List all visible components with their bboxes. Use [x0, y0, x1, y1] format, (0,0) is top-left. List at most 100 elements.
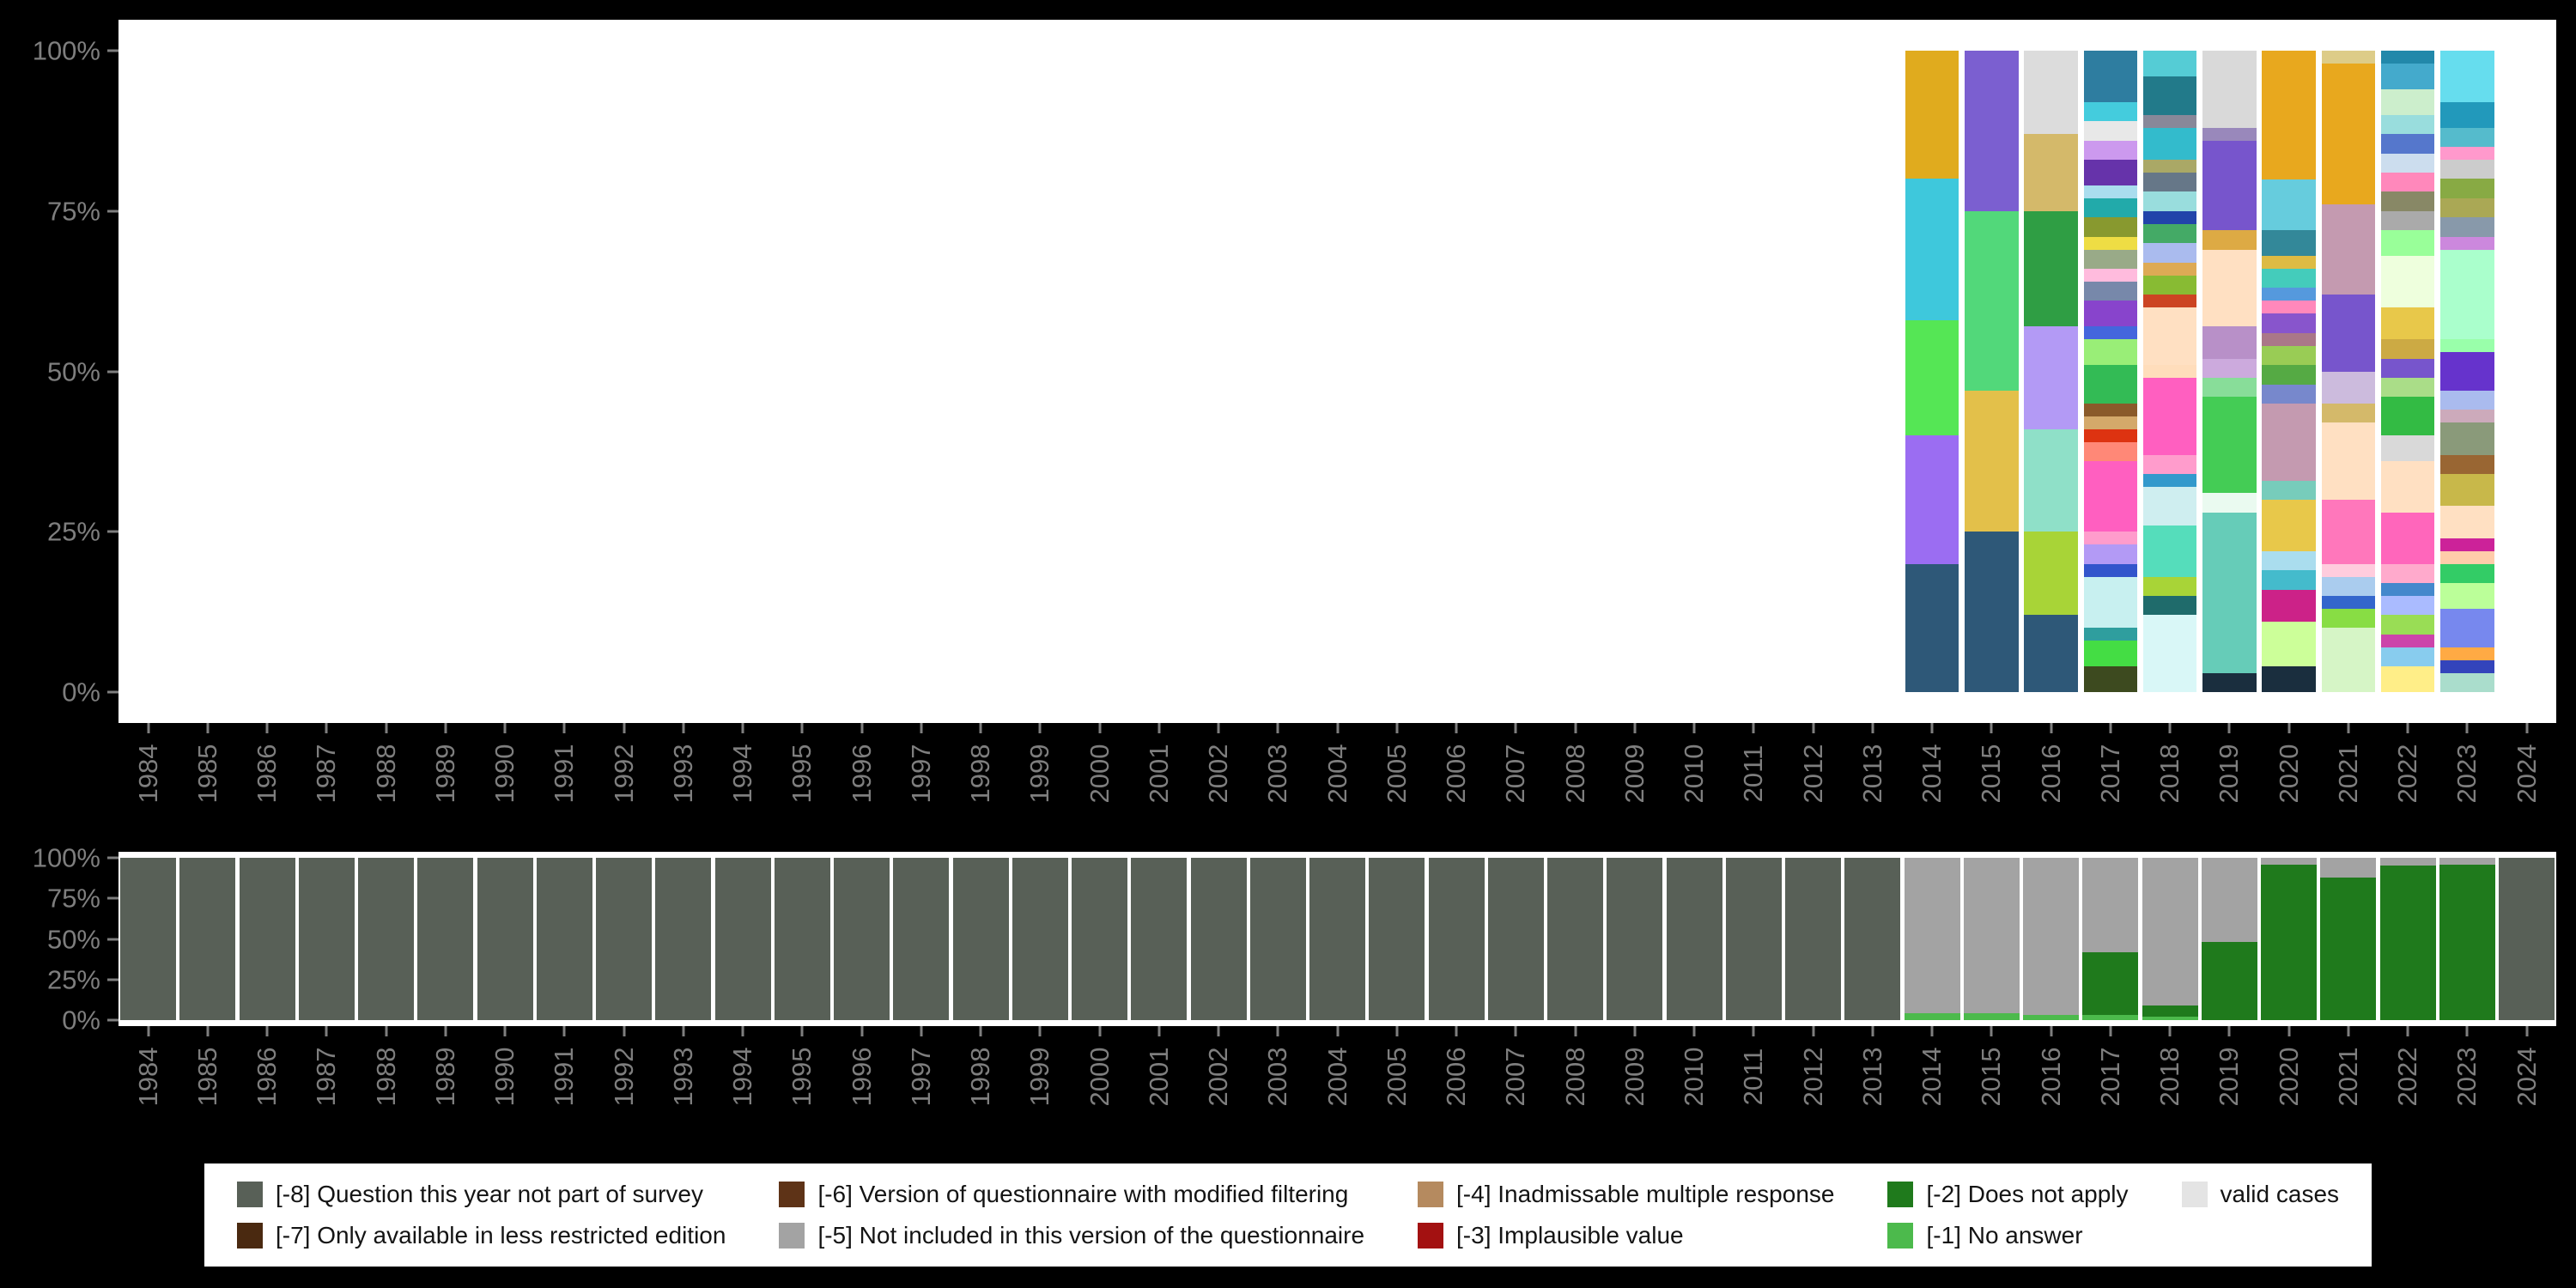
stacked-bar-2014	[1904, 858, 1960, 1020]
x-tick-label: 2011	[1738, 744, 1769, 803]
y-tick-mark	[107, 690, 118, 694]
x-tick-label: 2016	[2035, 744, 2066, 804]
stacked-bar-2008	[1547, 858, 1604, 1020]
bar-segment	[2202, 326, 2257, 359]
y-tick-mark	[107, 1018, 118, 1022]
x-tick-2018: 2018	[2141, 723, 2200, 852]
x-tick-mark	[1038, 1026, 1042, 1036]
year-slot-1995	[773, 858, 832, 1020]
x-tick-mark	[444, 723, 447, 733]
stacked-bar-2024	[2499, 858, 2555, 1020]
bar-segment	[2440, 197, 2494, 218]
bar-segment	[2262, 621, 2316, 667]
stacked-bar-1993	[655, 858, 712, 1020]
x-tick-1984: 1984	[118, 1026, 178, 1155]
legend-swatch	[1887, 1182, 1914, 1207]
x-tick-label: 1992	[608, 1047, 639, 1107]
bar-segment	[1905, 563, 1959, 692]
x-tick-label: 1984	[132, 744, 163, 804]
x-tick-label: 2000	[1084, 1047, 1115, 1107]
x-tick-mark	[1633, 1026, 1637, 1036]
y-tick-label: 100%	[32, 842, 100, 873]
legend-label: [-6] Version of questionnaire with modif…	[817, 1181, 1349, 1207]
bar-segment	[2083, 628, 2138, 641]
x-tick-2006: 2006	[1427, 1026, 1486, 1155]
bar-segment	[2023, 1015, 2080, 1020]
bar-segment	[2142, 160, 2197, 173]
bar-segment	[2262, 384, 2316, 404]
x-tick-mark	[682, 723, 685, 733]
bar-segment	[2083, 365, 2138, 404]
stacked-bar-2021	[2320, 858, 2377, 1020]
x-tick-label: 1995	[787, 1047, 817, 1107]
y-tick-label: 0%	[62, 677, 100, 708]
legend-label: [-4] Inadmissable multiple response	[1456, 1181, 1835, 1207]
x-tick-label: 1990	[489, 744, 520, 804]
x-tick-label: 2008	[1559, 744, 1590, 804]
bar-segment	[1547, 858, 1604, 1020]
bar-segment	[2262, 179, 2316, 231]
bar-segment	[2440, 538, 2494, 551]
x-tick-mark	[2168, 1026, 2172, 1036]
stacked-bar-1999	[1012, 858, 1068, 1020]
x-tick-mark	[1455, 1026, 1458, 1036]
year-slot-2005	[1367, 858, 1426, 1020]
x-tick-2003: 2003	[1249, 1026, 1308, 1155]
x-tick-mark	[2227, 1026, 2231, 1036]
x-tick-label: 1997	[905, 1047, 936, 1107]
x-tick-2008: 2008	[1546, 1026, 1605, 1155]
x-tick-2000: 2000	[1070, 1026, 1129, 1155]
bar-segment	[2439, 858, 2495, 865]
x-tick-2011: 2011	[1724, 723, 1783, 852]
x-tick-label: 1986	[252, 744, 283, 804]
y-tick-label: 50%	[46, 924, 100, 954]
x-tick-mark	[503, 1026, 507, 1036]
y-tick: 100%	[33, 845, 118, 872]
x-tick-2024: 2024	[2497, 1026, 2556, 1155]
x-tick-2015: 2015	[1962, 723, 2021, 852]
x-tick-mark	[1455, 723, 1458, 733]
x-tick-label: 1995	[787, 744, 817, 804]
year-slot-1985	[178, 858, 237, 1020]
bar-segment	[2201, 942, 2257, 1020]
x-tick-1988: 1988	[356, 1026, 416, 1155]
bar-segment	[2379, 858, 2436, 866]
bar-segment	[2202, 140, 2257, 231]
stacked-bar-1995	[774, 858, 830, 1020]
bar-segment	[2262, 256, 2316, 270]
x-tick-mark	[562, 723, 566, 733]
y-tick: 50%	[47, 926, 118, 952]
y-tick-mark	[107, 938, 118, 940]
bar-segment	[1905, 319, 1959, 436]
year-slot-2014	[1903, 51, 1962, 692]
year-slot-2004	[1308, 51, 1367, 692]
year-slot-1999	[1011, 858, 1070, 1020]
stacked-bar-2006	[1428, 858, 1485, 1020]
x-axis-bottom: 1984 1985 1986 1987 1988 1989 1990 1991 1992 1993…	[118, 1026, 2556, 1155]
bar-segment	[2142, 474, 2197, 487]
bar-segment	[2380, 114, 2435, 135]
x-tick-label: 2016	[2035, 1047, 2066, 1107]
bar-segment	[1607, 858, 1663, 1020]
x-tick-mark	[2465, 723, 2469, 733]
x-tick-1999: 1999	[1011, 1026, 1070, 1155]
x-tick-label: 2022	[2392, 1047, 2423, 1107]
x-tick-2000: 2000	[1070, 723, 1129, 852]
stacked-bar-2013	[1844, 858, 1901, 1020]
year-slot-2010	[1665, 51, 1724, 692]
x-tick-mark	[2168, 723, 2172, 733]
year-slot-2015	[1962, 51, 2021, 692]
stacked-bar-2020	[2262, 51, 2316, 692]
year-slot-2021	[2318, 51, 2378, 692]
bar-segment	[2083, 185, 2138, 198]
year-slot-2000	[1070, 858, 1129, 1020]
year-slot-2013	[1843, 51, 1902, 692]
x-tick-mark	[2109, 1026, 2112, 1036]
x-tick-label: 1999	[1024, 1047, 1055, 1107]
bar-segment	[2262, 365, 2316, 385]
x-tick-mark	[1395, 723, 1399, 733]
stacked-bar-2011	[1725, 858, 1782, 1020]
x-tick-label: 2000	[1084, 744, 1115, 804]
stacked-bar-1990	[477, 858, 533, 1020]
bar-segment	[2262, 480, 2316, 500]
